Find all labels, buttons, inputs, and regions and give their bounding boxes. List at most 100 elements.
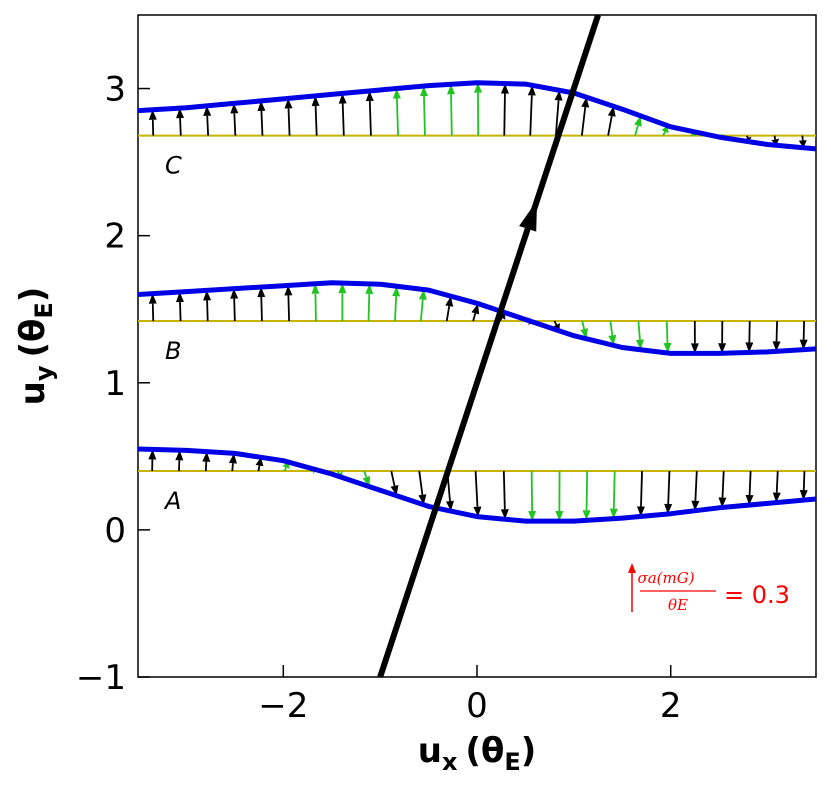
shift-arrow <box>694 471 698 501</box>
x-tick-label: −2 <box>258 686 308 726</box>
legend-value: = 0.3 <box>724 581 790 609</box>
shift-arrow-head <box>771 138 780 146</box>
shift-arrow <box>612 471 616 509</box>
shift-arrow <box>554 100 560 136</box>
legend-numerator: σa(mG) <box>637 569 694 587</box>
shift-arrow <box>773 135 777 140</box>
shift-arrow-head <box>528 511 537 522</box>
shift-arrow <box>667 471 671 505</box>
shift-arrow-head <box>772 341 781 352</box>
x-tick-label: 0 <box>466 686 488 726</box>
svg-text:uy(θE): uy(θE) <box>13 287 58 406</box>
shift-arrow <box>690 133 694 137</box>
shift-arrow <box>746 135 749 139</box>
shift-arrow <box>609 320 614 336</box>
shift-arrow <box>775 320 778 342</box>
y-tick-label: 1 <box>104 364 126 404</box>
shift-arrow <box>721 471 725 498</box>
shift-arrow-head <box>392 88 401 99</box>
shift-arrow <box>260 110 264 136</box>
shift-arrow-head <box>664 503 673 514</box>
shift-arrow-head <box>608 334 617 346</box>
shift-arrow-head <box>634 115 642 127</box>
scale-legend: σa(mG) θE = 0.3 <box>628 563 790 614</box>
shift-arrow-head <box>745 342 754 353</box>
shift-arrow <box>233 298 236 322</box>
shift-arrow <box>394 296 398 322</box>
shift-arrow <box>233 113 237 136</box>
shift-arrow-head <box>203 290 212 301</box>
shift-arrow <box>367 293 371 322</box>
shift-arrow <box>585 471 589 511</box>
shift-arrow <box>607 115 613 136</box>
track-A <box>138 446 816 524</box>
shift-arrow-head <box>798 140 807 148</box>
shift-arrow-head <box>230 103 239 114</box>
shift-arrow-head <box>148 109 157 120</box>
shift-arrow-head <box>609 508 618 519</box>
legend-arrow-head <box>628 563 636 573</box>
shift-arrow-head <box>445 500 454 512</box>
shift-arrow-head <box>257 287 266 298</box>
y-tick-label: 2 <box>104 217 126 257</box>
shift-arrow-head <box>148 293 157 304</box>
shift-arrow-head <box>148 449 157 460</box>
shift-arrow <box>637 320 641 340</box>
shift-arrow <box>748 471 752 496</box>
legend-denominator: θE <box>668 596 688 614</box>
shift-arrow <box>665 320 669 344</box>
shift-arrow-head <box>284 285 293 296</box>
shift-arrow <box>445 305 451 322</box>
apparent-path <box>138 80 816 152</box>
shift-arrow <box>390 470 396 487</box>
shift-arrow-head <box>555 511 564 522</box>
shift-arrow <box>336 470 341 475</box>
shift-arrow-head <box>202 451 211 462</box>
shift-arrow <box>581 320 585 330</box>
shift-arrow <box>503 93 506 136</box>
shift-arrow-head <box>447 84 456 95</box>
shift-arrow <box>634 125 639 136</box>
shift-arrow <box>775 471 779 493</box>
shift-arrow-head <box>474 82 483 93</box>
shift-arrow <box>283 467 287 472</box>
shift-arrow <box>179 118 182 136</box>
shift-arrow-head <box>500 509 509 520</box>
shift-arrow-head <box>419 86 428 97</box>
y-tick-label: −1 <box>76 658 126 698</box>
shift-arrow-head <box>527 85 536 96</box>
shift-arrow-head <box>338 93 347 104</box>
shift-arrow <box>206 300 209 322</box>
shift-arrow <box>314 105 318 136</box>
plot-frame <box>137 14 817 678</box>
track-C <box>138 80 816 152</box>
shift-arrow-head <box>718 497 727 508</box>
lens-trajectory <box>377 15 601 677</box>
shift-arrow <box>287 108 291 136</box>
shift-arrow <box>553 320 558 326</box>
y-axis-label: uy(θE) <box>13 287 58 406</box>
shift-arrow-head <box>257 100 266 112</box>
shift-arrow-head <box>799 339 808 350</box>
shift-arrow <box>423 96 426 136</box>
x-axis-label: ux (θE) <box>418 731 537 776</box>
shift-arrow <box>474 470 479 507</box>
shift-arrow-head <box>418 494 427 505</box>
shift-arrow <box>368 100 372 136</box>
shift-arrow-head <box>635 339 644 350</box>
shift-arrow-head <box>500 83 509 94</box>
shift-arrow-head <box>175 450 184 461</box>
shift-arrow <box>287 295 290 322</box>
shift-arrow <box>418 470 424 495</box>
shift-arrow <box>257 465 261 472</box>
shift-arrow-head <box>636 506 645 517</box>
apparent-path <box>138 280 816 356</box>
shift-arrow <box>179 301 182 322</box>
trajectory-arrow-head <box>519 200 538 232</box>
shift-arrow-head <box>663 342 672 354</box>
shift-arrow <box>580 106 587 136</box>
track-B <box>138 280 816 356</box>
shift-arrow-head <box>418 289 427 300</box>
shift-arrow-head <box>365 90 374 102</box>
